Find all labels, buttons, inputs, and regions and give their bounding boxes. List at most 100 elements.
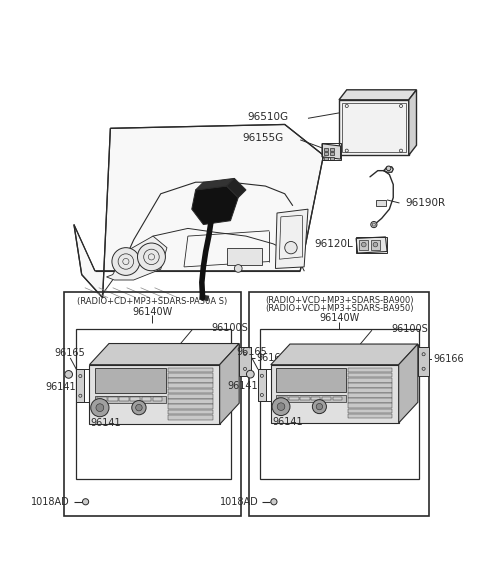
Circle shape bbox=[112, 248, 140, 275]
Circle shape bbox=[83, 499, 89, 505]
Bar bbox=[76, 369, 84, 402]
Bar bbox=[311, 396, 321, 400]
Bar bbox=[324, 157, 328, 160]
Circle shape bbox=[312, 400, 326, 413]
Bar bbox=[356, 237, 387, 253]
Bar bbox=[142, 397, 151, 402]
Text: 96141: 96141 bbox=[227, 382, 258, 392]
Bar bbox=[276, 395, 346, 402]
Text: 96190R: 96190R bbox=[405, 198, 445, 208]
Bar bbox=[348, 388, 392, 393]
Text: 96166: 96166 bbox=[433, 353, 464, 363]
Text: 1018AD: 1018AD bbox=[220, 497, 258, 507]
Bar bbox=[75, 329, 230, 479]
Text: 96141: 96141 bbox=[46, 382, 76, 392]
Text: 96141: 96141 bbox=[272, 417, 302, 427]
Bar bbox=[168, 383, 213, 388]
Polygon shape bbox=[276, 209, 308, 269]
Polygon shape bbox=[196, 178, 234, 190]
Circle shape bbox=[234, 265, 242, 272]
Text: 96165: 96165 bbox=[237, 348, 267, 358]
Polygon shape bbox=[107, 236, 167, 280]
Text: 96155G: 96155G bbox=[242, 133, 283, 143]
Bar bbox=[260, 329, 419, 479]
Circle shape bbox=[271, 499, 277, 505]
Bar bbox=[168, 378, 213, 383]
Polygon shape bbox=[89, 365, 220, 425]
Text: 96140W: 96140W bbox=[319, 313, 359, 323]
Bar bbox=[131, 397, 140, 402]
Bar bbox=[322, 143, 340, 160]
Text: 1018AD: 1018AD bbox=[31, 497, 70, 507]
Circle shape bbox=[65, 371, 72, 377]
Circle shape bbox=[285, 242, 297, 254]
Polygon shape bbox=[89, 343, 239, 365]
Text: 96165: 96165 bbox=[55, 348, 85, 358]
Bar bbox=[348, 393, 392, 398]
Text: 96166: 96166 bbox=[256, 353, 287, 363]
Circle shape bbox=[96, 404, 104, 412]
Bar bbox=[168, 389, 213, 393]
Bar bbox=[276, 368, 346, 392]
Text: 96140W: 96140W bbox=[132, 306, 172, 316]
Circle shape bbox=[65, 370, 72, 378]
Bar bbox=[168, 410, 213, 415]
Circle shape bbox=[137, 243, 166, 270]
Polygon shape bbox=[74, 125, 324, 298]
Circle shape bbox=[373, 242, 378, 247]
Bar bbox=[371, 240, 380, 250]
Bar bbox=[330, 152, 334, 155]
Bar bbox=[249, 292, 429, 516]
Circle shape bbox=[361, 242, 366, 247]
Bar bbox=[348, 409, 392, 413]
Bar bbox=[64, 292, 240, 516]
Bar bbox=[289, 396, 299, 400]
Bar bbox=[348, 403, 392, 408]
Polygon shape bbox=[227, 178, 246, 198]
Bar bbox=[168, 405, 213, 409]
Polygon shape bbox=[220, 343, 239, 425]
Bar bbox=[322, 396, 331, 400]
Bar bbox=[168, 415, 213, 420]
Polygon shape bbox=[271, 365, 399, 423]
Circle shape bbox=[371, 222, 377, 228]
Text: 96100S: 96100S bbox=[212, 323, 248, 333]
Bar bbox=[348, 378, 392, 383]
Bar bbox=[348, 398, 392, 403]
Circle shape bbox=[247, 371, 253, 377]
Circle shape bbox=[132, 400, 146, 415]
Circle shape bbox=[246, 370, 254, 378]
Bar bbox=[348, 383, 392, 387]
Text: (RADIO+VCD+MP3+SDARS-BA900): (RADIO+VCD+MP3+SDARS-BA900) bbox=[265, 296, 413, 305]
Polygon shape bbox=[356, 237, 387, 253]
Bar bbox=[324, 152, 328, 155]
Polygon shape bbox=[322, 143, 340, 159]
Bar bbox=[418, 347, 430, 376]
Bar bbox=[330, 148, 334, 151]
Circle shape bbox=[91, 399, 109, 417]
Bar bbox=[348, 373, 392, 377]
Bar bbox=[258, 369, 266, 402]
Circle shape bbox=[277, 403, 285, 410]
Polygon shape bbox=[339, 100, 409, 155]
Bar bbox=[168, 394, 213, 399]
Bar bbox=[97, 397, 107, 402]
Bar bbox=[168, 373, 213, 377]
Bar bbox=[330, 157, 334, 160]
Bar bbox=[348, 414, 392, 419]
Bar bbox=[95, 396, 166, 403]
Text: 96120L: 96120L bbox=[314, 239, 353, 249]
Polygon shape bbox=[271, 344, 418, 365]
Text: 96141: 96141 bbox=[91, 418, 121, 428]
Bar bbox=[278, 396, 288, 400]
Polygon shape bbox=[339, 90, 417, 100]
Circle shape bbox=[386, 166, 391, 171]
Bar bbox=[342, 103, 406, 152]
Bar bbox=[300, 396, 310, 400]
Bar bbox=[333, 396, 342, 400]
Polygon shape bbox=[409, 90, 417, 155]
Bar bbox=[168, 368, 213, 372]
Text: (RADIO+CD+MP3+SDARS-PA30A S): (RADIO+CD+MP3+SDARS-PA30A S) bbox=[77, 297, 228, 306]
Circle shape bbox=[316, 403, 323, 410]
Text: 96100S: 96100S bbox=[391, 323, 428, 333]
